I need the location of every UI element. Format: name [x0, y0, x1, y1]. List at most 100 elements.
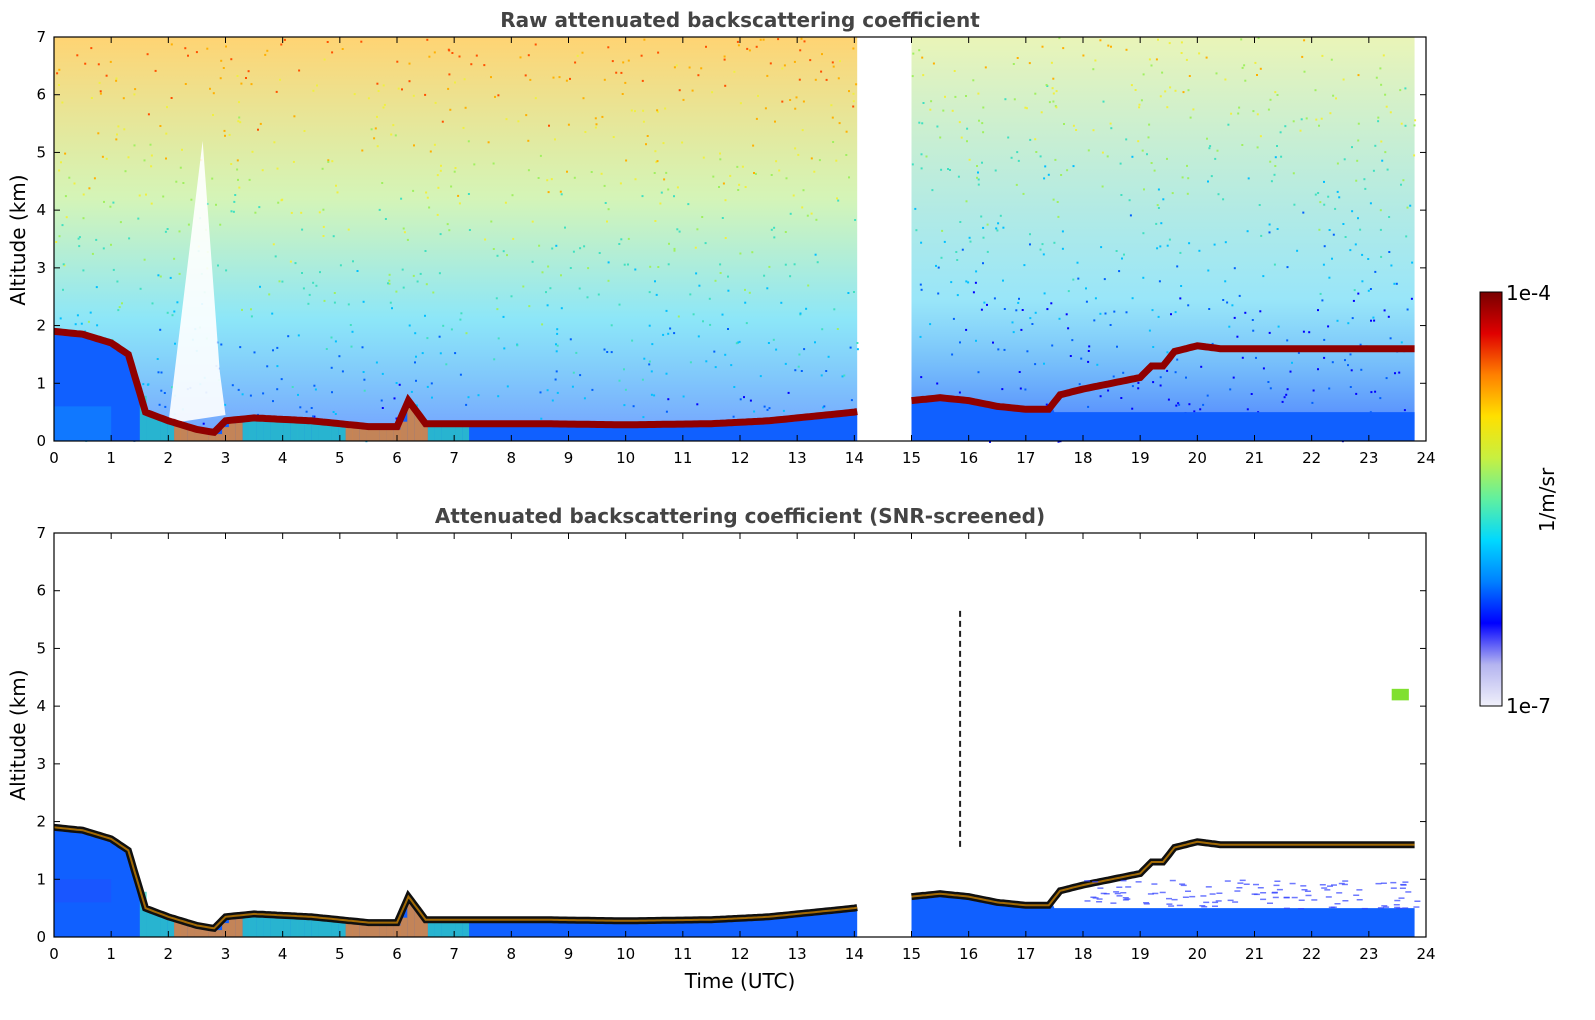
- noise-pixel: [164, 230, 167, 233]
- x-tick-label: 2: [164, 449, 174, 467]
- noise-pixel: [1085, 287, 1087, 290]
- noise-pixel: [1044, 165, 1047, 168]
- residual-streak: [1084, 880, 1091, 882]
- noise-pixel: [59, 317, 62, 320]
- noise-pixel: [239, 121, 242, 124]
- noise-pixel: [738, 340, 741, 343]
- noise-pixel: [330, 366, 333, 369]
- noise-pixel: [432, 291, 435, 294]
- noise-pixel: [392, 124, 395, 127]
- residual-streak: [1212, 901, 1219, 904]
- noise-pixel: [1166, 244, 1169, 247]
- noise-pixel: [173, 257, 176, 260]
- noise-pixel: [510, 295, 513, 298]
- noise-pixel: [741, 165, 744, 168]
- noise-pixel: [1119, 162, 1122, 165]
- noise-pixel: [333, 292, 336, 294]
- noise-pixel: [766, 287, 769, 290]
- noise-pixel: [555, 244, 558, 247]
- noise-pixel: [1318, 124, 1320, 127]
- noise-pixel: [1238, 106, 1241, 109]
- noise-pixel: [975, 339, 977, 342]
- noise-pixel: [621, 93, 624, 95]
- noise-pixel: [1394, 372, 1396, 375]
- noise-pixel: [211, 177, 214, 180]
- noise-pixel: [836, 197, 838, 200]
- noise-pixel: [388, 279, 391, 282]
- noise-pixel: [648, 324, 651, 327]
- noise-pixel: [1137, 140, 1140, 143]
- noise-pixel: [1052, 77, 1055, 80]
- noise-pixel: [1369, 288, 1372, 290]
- noise-pixel: [1343, 158, 1346, 161]
- noise-pixel: [117, 309, 120, 312]
- residual-streak: [1394, 899, 1401, 902]
- noise-pixel: [271, 312, 274, 315]
- noise-pixel: [503, 347, 506, 350]
- near-surface-aerosol: [345, 427, 353, 441]
- noise-pixel: [538, 244, 541, 247]
- x-tick-label: 4: [278, 945, 288, 963]
- noise-pixel: [560, 193, 563, 196]
- noise-pixel: [798, 78, 801, 81]
- noise-pixel: [1160, 222, 1163, 225]
- noise-pixel: [1380, 140, 1383, 143]
- noise-pixel: [1350, 369, 1353, 372]
- noise-pixel: [1085, 300, 1088, 303]
- noise-pixel: [1066, 169, 1069, 172]
- noise-pixel: [1336, 190, 1339, 193]
- noise-pixel: [755, 117, 758, 120]
- near-surface-aerosol: [331, 425, 339, 441]
- noise-pixel: [618, 379, 621, 382]
- noise-pixel: [370, 128, 373, 131]
- noise-pixel: [646, 135, 649, 137]
- clear-air-gap: [168, 140, 226, 424]
- noise-pixel: [732, 415, 735, 418]
- noise-pixel: [430, 382, 433, 385]
- noise-pixel: [959, 221, 962, 223]
- near-surface-aerosol: [208, 930, 216, 937]
- near-surface-aerosol: [187, 925, 195, 937]
- noise-pixel: [1286, 266, 1289, 269]
- boundary-layer-area: [54, 331, 858, 441]
- noise-pixel: [667, 332, 670, 335]
- near-surface-aerosol: [194, 927, 202, 937]
- noise-pixel: [965, 280, 968, 283]
- noise-pixel: [352, 260, 354, 263]
- noise-pixel: [1321, 54, 1324, 57]
- noise-pixel: [1207, 269, 1210, 272]
- near-surface-aerosol: [153, 914, 161, 937]
- noise-pixel: [1276, 228, 1279, 230]
- noise-pixel: [615, 71, 618, 74]
- noise-pixel: [912, 52, 915, 55]
- noise-pixel: [921, 122, 924, 125]
- noise-pixel: [681, 141, 684, 144]
- noise-pixel: [559, 190, 562, 193]
- noise-pixel: [389, 301, 392, 304]
- noise-pixel: [714, 279, 717, 282]
- noise-pixel: [1013, 98, 1016, 101]
- noise-pixel: [115, 138, 118, 141]
- near-surface-aerosol: [400, 917, 408, 937]
- noise-pixel: [116, 133, 118, 136]
- noise-pixel: [920, 288, 923, 291]
- noise-pixel: [1349, 249, 1352, 252]
- noise-pixel: [97, 63, 100, 66]
- noise-pixel: [298, 69, 301, 72]
- noise-pixel: [603, 78, 606, 81]
- noise-pixel: [827, 355, 830, 358]
- noise-pixel: [1311, 401, 1314, 404]
- residual-streak: [1166, 903, 1173, 905]
- noise-pixel: [1200, 365, 1203, 368]
- noise-pixel: [416, 404, 418, 407]
- noise-pixel: [158, 403, 161, 406]
- x-tick-label: 7: [449, 945, 459, 963]
- near-surface-aerosol: [407, 406, 415, 441]
- x-tick-label: 15: [902, 945, 921, 963]
- noise-pixel: [607, 208, 610, 211]
- colorbar-min-label: 1e-7: [1506, 694, 1551, 718]
- x-tick-label: 6: [392, 449, 402, 467]
- noise-pixel: [981, 122, 984, 125]
- noise-pixel: [623, 404, 626, 407]
- noise-pixel: [935, 264, 937, 267]
